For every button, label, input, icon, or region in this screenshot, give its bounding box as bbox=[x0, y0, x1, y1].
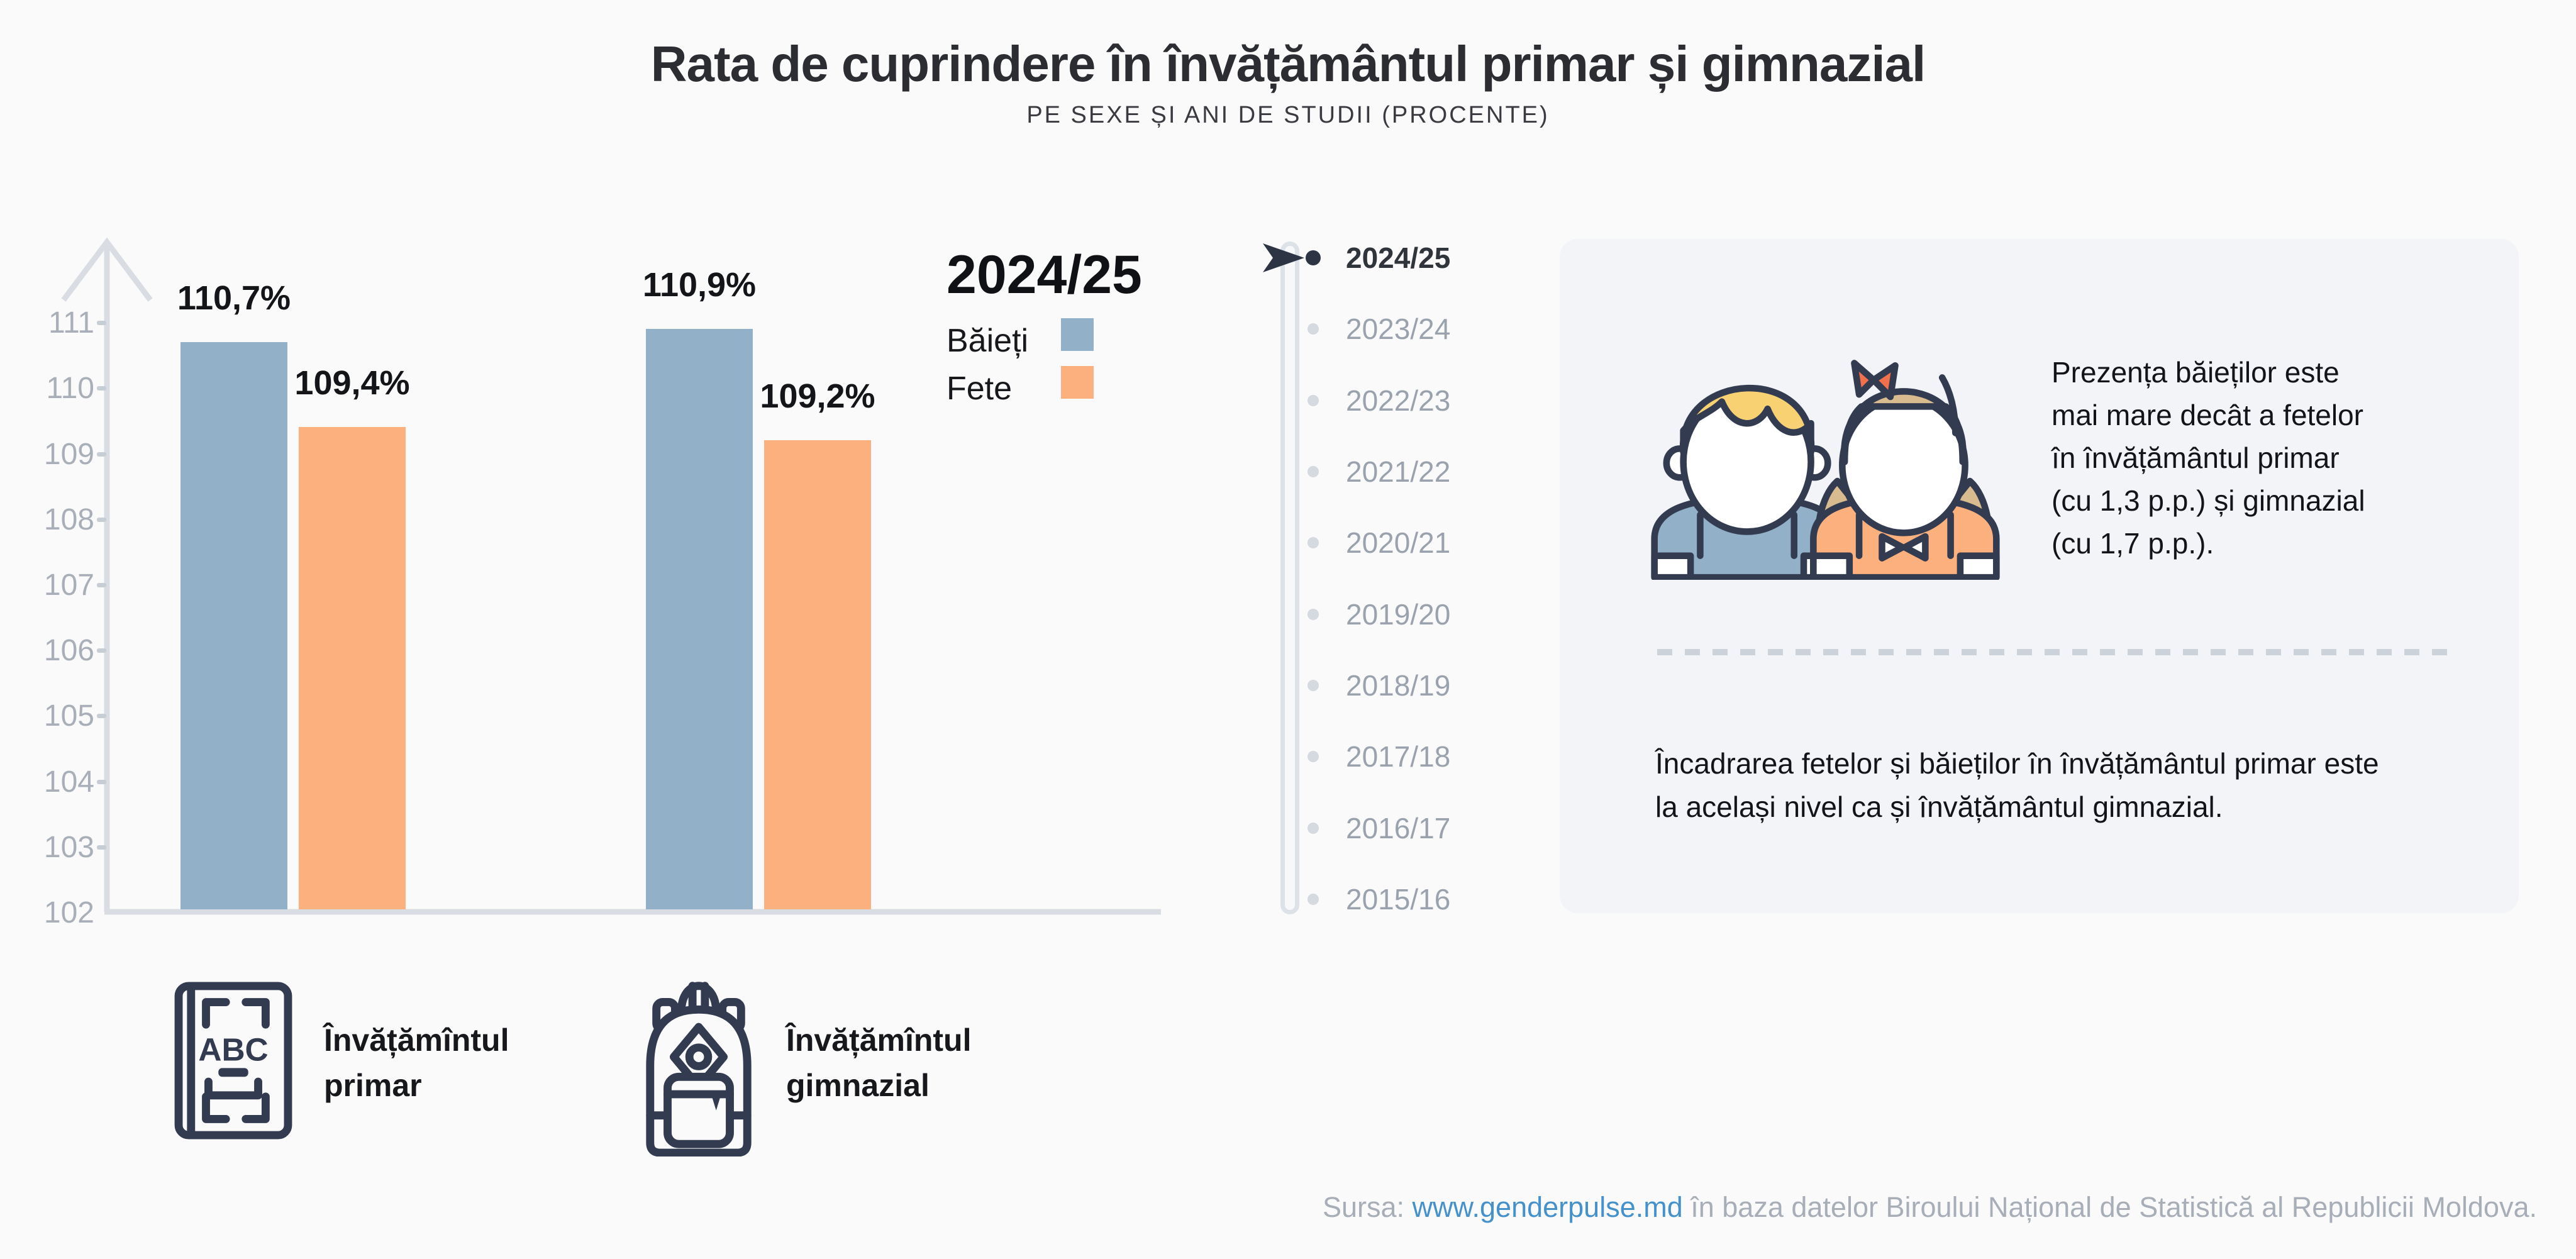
y-tick-label: 111 bbox=[48, 306, 94, 340]
book-abc-text: ABC bbox=[198, 1031, 268, 1068]
timeline-year-2023-24[interactable]: 2023/24 bbox=[1346, 313, 1451, 345]
timeline-dot-active[interactable] bbox=[1306, 250, 1321, 265]
arrow-up-icon bbox=[61, 237, 153, 302]
timeline-dot[interactable] bbox=[1307, 323, 1319, 335]
legend-label-baieti: Băieți bbox=[947, 323, 1029, 359]
timeline-year-2019-20[interactable]: 2019/20 bbox=[1346, 598, 1451, 631]
timeline-dot[interactable] bbox=[1307, 395, 1319, 406]
y-tick-mark bbox=[97, 780, 106, 784]
arrow-right-icon bbox=[1263, 243, 1304, 272]
bar-gimnazial-baieti bbox=[646, 329, 753, 909]
timeline-year-2016-17[interactable]: 2016/17 bbox=[1346, 812, 1451, 845]
y-tick-label: 104 bbox=[43, 765, 94, 799]
timeline-year-2024-25[interactable]: 2024/25 bbox=[1346, 241, 1451, 274]
y-tick-mark bbox=[97, 583, 106, 587]
y-tick-label: 109 bbox=[43, 438, 94, 471]
value-label: 110,9% bbox=[642, 266, 757, 304]
y-tick-label: 107 bbox=[43, 568, 94, 602]
y-tick-label: 105 bbox=[43, 699, 94, 733]
category-label-primar: Învățămîntul primar bbox=[324, 1023, 509, 1103]
y-tick-label: 103 bbox=[43, 831, 94, 864]
timeline-year-2018-19[interactable]: 2018/19 bbox=[1346, 669, 1451, 702]
category-label-gimnazial: Învățămîntul gimnazial bbox=[786, 1023, 972, 1103]
y-tick-mark bbox=[97, 386, 106, 391]
value-label: 109,4% bbox=[294, 364, 410, 402]
timeline-dot[interactable] bbox=[1307, 823, 1319, 834]
y-tick-mark bbox=[97, 714, 106, 718]
bar-primar-baieti bbox=[180, 342, 287, 909]
source-prefix: Sursa: bbox=[1322, 1191, 1413, 1223]
dashed-divider bbox=[1657, 649, 2453, 655]
y-tick-mark bbox=[97, 648, 106, 653]
page-subtitle: PE SEXE ȘI ANI DE STUDII (PROCENTE) bbox=[1026, 102, 1550, 128]
y-tick-mark bbox=[97, 321, 106, 325]
source-link[interactable]: www.genderpulse.md bbox=[1412, 1191, 1683, 1223]
y-tick-label: 106 bbox=[43, 634, 94, 667]
value-label: 109,2% bbox=[760, 377, 875, 415]
y-tick-label: 102 bbox=[43, 896, 94, 929]
source-suffix: în baza datelor Biroului Național de Sta… bbox=[1682, 1191, 2537, 1223]
legend-label-fete: Fete bbox=[947, 370, 1013, 407]
timeline-track[interactable] bbox=[1280, 241, 1299, 914]
legend-swatch-baieti bbox=[1061, 318, 1094, 351]
timeline-year-2020-21[interactable]: 2020/21 bbox=[1346, 526, 1451, 559]
timeline-dot[interactable] bbox=[1307, 609, 1319, 620]
bar-primar-fete bbox=[299, 427, 406, 909]
timeline-dot[interactable] bbox=[1307, 751, 1319, 762]
abc-book-icon: ABC bbox=[174, 982, 292, 1140]
timeline-dot[interactable] bbox=[1307, 894, 1319, 905]
insight-secondary-text: Încadrarea fetelor și băieților în învăț… bbox=[1655, 747, 2379, 823]
y-tick-label: 110 bbox=[46, 372, 94, 405]
timeline-year-2015-16[interactable]: 2015/16 bbox=[1346, 883, 1451, 916]
source-footer: Sursa: www.genderpulse.md în baza datelo… bbox=[1323, 1191, 2537, 1224]
insight-primary-text: Prezența băieților este mai mare decât a… bbox=[2051, 356, 2365, 560]
timeline-year-2017-18[interactable]: 2017/18 bbox=[1346, 740, 1451, 773]
legend-swatch-fete bbox=[1061, 366, 1094, 399]
bar-gimnazial-fete bbox=[764, 440, 871, 909]
boy-and-girl-icon bbox=[1651, 360, 2000, 580]
value-label: 110,7% bbox=[177, 279, 291, 317]
backpack-icon bbox=[646, 982, 752, 1156]
timeline-dot[interactable] bbox=[1307, 466, 1319, 477]
page-title: Rata de cuprindere în învățământul prima… bbox=[650, 36, 1926, 92]
y-tick-mark bbox=[97, 518, 106, 522]
y-tick-mark bbox=[97, 452, 106, 457]
timeline-year-2022-23[interactable]: 2022/23 bbox=[1346, 384, 1451, 417]
timeline-dot[interactable] bbox=[1307, 537, 1319, 548]
timeline-year-2021-22[interactable]: 2021/22 bbox=[1346, 455, 1451, 488]
legend-year-title: 2024/25 bbox=[947, 245, 1142, 305]
y-tick-label: 108 bbox=[43, 503, 94, 536]
y-tick-mark bbox=[97, 845, 106, 850]
timeline-dot[interactable] bbox=[1307, 680, 1319, 691]
insight-panel: Prezența băieților este mai mare decât a… bbox=[1560, 239, 2519, 913]
